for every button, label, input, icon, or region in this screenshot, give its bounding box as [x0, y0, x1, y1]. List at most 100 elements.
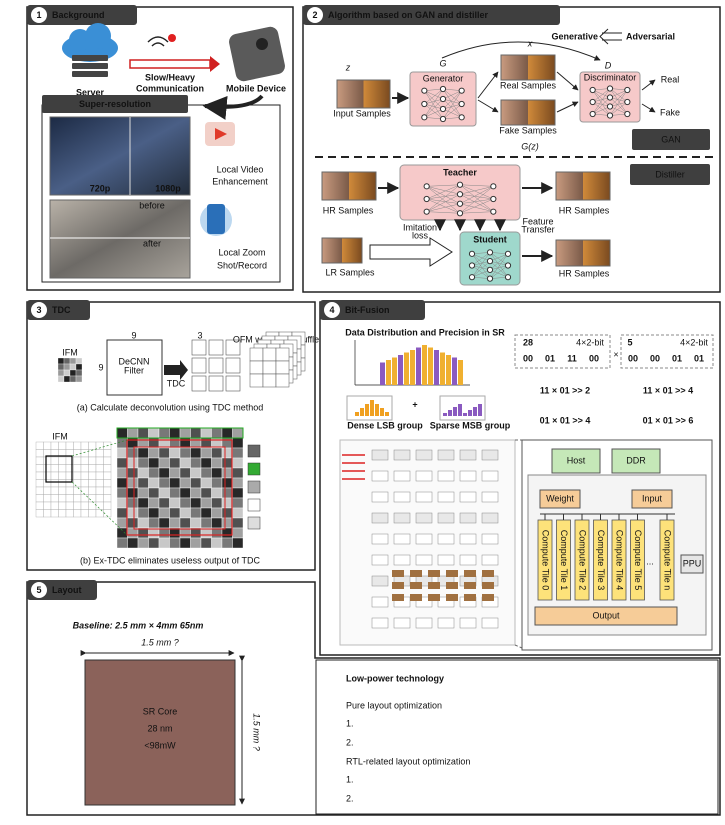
ofm-grid-cell	[221, 537, 233, 549]
ofm-grid-cell	[148, 467, 160, 479]
net-link	[424, 88, 444, 105]
ifm-grid-cell	[43, 456, 52, 465]
ifm-grid-cell	[35, 494, 44, 503]
ofm-grid-cell	[211, 487, 223, 499]
net-link	[424, 117, 444, 120]
ifm-grid-cell	[80, 479, 89, 488]
net-link	[426, 186, 461, 214]
sparse-label: Sparse MSB group	[430, 420, 511, 430]
ifm-grid-cell	[103, 464, 112, 473]
link-arrowhead	[210, 56, 220, 72]
ifm-grid-cell	[88, 509, 97, 518]
net-node	[606, 103, 614, 110]
zoom-lines	[514, 439, 523, 649]
net-link	[426, 198, 461, 214]
cnn-filter	[225, 357, 241, 374]
panel-number-badge	[307, 7, 323, 23]
net-link	[471, 252, 491, 278]
schematic-block	[437, 533, 455, 545]
schematic-block	[415, 491, 433, 503]
ofm-grid-cell	[232, 507, 244, 519]
tech-item: Pure layout optimization	[346, 700, 442, 710]
ofm-grid-cell	[158, 487, 170, 499]
width-label: 1.5 mm ?	[141, 637, 179, 647]
net-link	[426, 184, 461, 212]
ifm-grid-cell	[43, 441, 52, 450]
sparse-bar	[463, 413, 467, 416]
partial-product: 01 × 01 >> 4	[540, 415, 591, 425]
server-icon	[72, 71, 108, 77]
tech-heading: Low-power technology	[346, 673, 444, 683]
ifm-grid-cell	[95, 479, 104, 488]
input-box	[631, 489, 673, 509]
ofm-grid-cell	[158, 537, 170, 549]
arrow	[556, 71, 579, 91]
hr-image	[321, 171, 377, 201]
bit-group: 01	[672, 353, 682, 363]
schematic-sram	[464, 570, 476, 577]
ifm-cell	[57, 369, 65, 377]
ofm-grid-cell	[137, 457, 149, 469]
caption-a: (a) Calculate deconvolution using TDC me…	[77, 402, 263, 412]
net-link	[459, 186, 494, 214]
net-link	[609, 89, 628, 116]
core-label: 28 nm	[147, 723, 172, 733]
ofm-grid-cell	[137, 507, 149, 519]
dimension-label: 9	[131, 330, 136, 340]
distribution-bar	[446, 355, 451, 385]
ofm-grid-cell	[179, 447, 191, 459]
schematic-sram	[428, 582, 440, 589]
valid-region	[133, 446, 226, 530]
schematic-block	[459, 470, 477, 482]
ifm-grid-cell	[58, 456, 67, 465]
ofm-cell	[262, 360, 277, 375]
net-link	[442, 88, 462, 118]
panel-number: 2	[312, 10, 317, 20]
net-link	[592, 106, 611, 115]
ofm-grid-cell	[211, 537, 223, 549]
ddr-label: DDR	[626, 455, 646, 465]
cnn-filter	[208, 357, 224, 374]
weight-label: Weight	[546, 493, 574, 503]
schematic-block	[371, 575, 389, 587]
dense-bar	[360, 408, 364, 416]
net-link	[592, 88, 611, 115]
schematic-block	[437, 491, 455, 503]
net-link	[442, 90, 462, 110]
ofm-grid-cell	[158, 507, 170, 519]
schematic-block	[481, 617, 499, 629]
partial-product: 11 × 01 >> 4	[643, 385, 693, 395]
ifm-grid-cell	[35, 486, 44, 495]
g-to-d-arrow	[441, 41, 601, 61]
net-link	[426, 194, 461, 212]
ofm-grid-cell	[169, 507, 181, 519]
bit-group: 11	[567, 353, 577, 363]
ifm-cell	[57, 363, 65, 371]
ifm-grid-cell	[50, 501, 59, 510]
ofm-grid-cell	[127, 467, 139, 479]
video-label: Enhancement	[212, 176, 268, 186]
sparse-bar	[473, 407, 477, 416]
ifm-grid-cell	[88, 486, 97, 495]
net-link	[442, 108, 462, 118]
ifm-grid-cell	[43, 501, 52, 510]
ifm-grid-cell	[65, 494, 74, 503]
schematic-block	[393, 512, 411, 524]
schematic-block	[415, 617, 433, 629]
ofm-grid-cell	[169, 477, 181, 489]
ifm-grid-cell	[103, 456, 112, 465]
schematic-block	[393, 533, 411, 545]
ifm-grid-cell	[80, 509, 89, 518]
ifm-grid-cell	[88, 494, 97, 503]
schematic-sram	[428, 594, 440, 601]
net-node	[624, 110, 631, 118]
net-link	[424, 88, 444, 91]
feature-label: Feature	[522, 216, 553, 226]
ifm-grid-cell	[43, 464, 52, 473]
schematic-block	[371, 449, 389, 461]
net-node	[490, 195, 497, 203]
ifm-grid-cell	[80, 456, 89, 465]
schematic-sram	[392, 594, 404, 601]
ofm-grid-cell	[158, 447, 170, 459]
distribution-bar	[422, 345, 427, 385]
